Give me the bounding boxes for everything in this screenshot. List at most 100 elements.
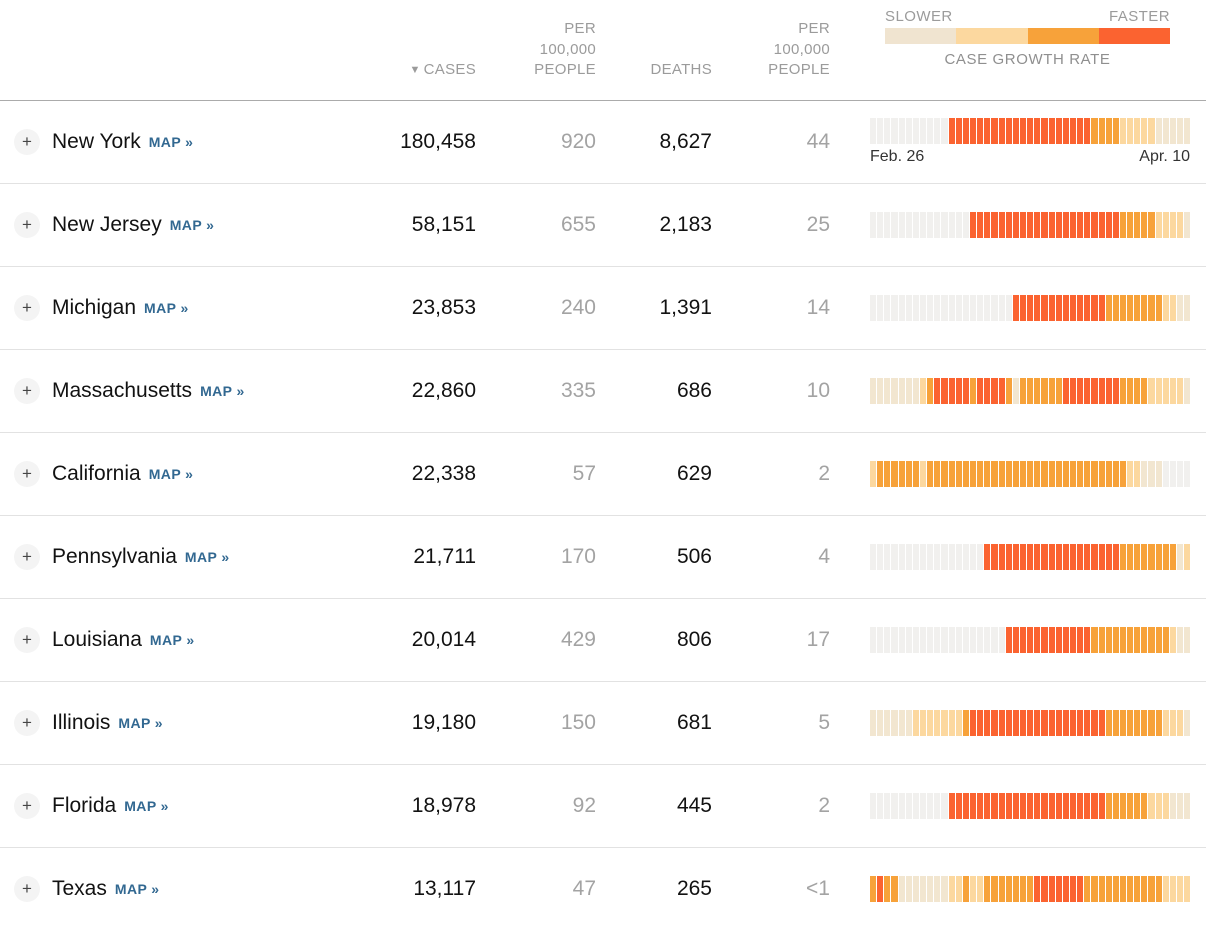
growth-day-cell [1177,710,1184,736]
growth-day-cell [1012,793,1019,819]
map-link[interactable]: MAP » [184,549,230,565]
growth-day-cell [1027,544,1034,570]
growth-day-cell [905,710,912,736]
expand-row-button[interactable]: + [14,876,40,902]
expand-row-button[interactable]: + [14,295,40,321]
growth-day-cell [1155,212,1162,238]
deaths-per-100k-value: 14 [806,296,830,319]
growth-day-cell [934,627,941,653]
growth-day-cell [884,544,891,570]
growth-day-cell [1177,378,1184,404]
growth-day-cell [1077,544,1084,570]
deaths-value: 1,391 [659,296,712,319]
growth-day-cell [927,793,934,819]
map-link[interactable]: MAP » [118,715,163,731]
cases-per-100k-value: 429 [560,628,596,651]
column-header-cases-per-100k[interactable]: PER 100,000 PEOPLE [534,20,596,78]
case-growth-strip [870,627,1191,653]
expand-row-button[interactable]: + [14,627,40,653]
growth-day-cell [1077,627,1084,653]
expand-row-button[interactable]: + [14,710,40,736]
growth-day-cell [898,212,905,238]
growth-day-cell [1062,876,1069,902]
growth-day-cell [969,793,977,819]
cases-per-100k-value: 92 [572,794,596,817]
growth-day-cell [877,627,884,653]
cases-header-label: CASES [423,60,476,78]
growth-day-cell [1062,461,1069,487]
column-header-deaths[interactable]: DEATHS [650,60,712,78]
growth-day-cell [955,212,962,238]
map-link[interactable]: MAP » [200,383,245,399]
growth-day-cell [948,212,955,238]
growth-day-cell [941,627,948,653]
map-link[interactable]: MAP » [114,881,160,897]
growth-day-cell [1069,710,1077,736]
growth-day-cell [948,461,955,487]
growth-day-cell [891,461,898,487]
state-name: Illinois [52,711,111,734]
map-link[interactable]: MAP » [148,466,194,482]
growth-day-cell [1134,295,1141,321]
column-header-deaths-per-100k[interactable]: PER 100,000 PEOPLE [768,20,830,78]
growth-day-cell [1077,118,1084,144]
expand-row-button[interactable]: + [14,378,40,404]
growth-day-cell [877,212,884,238]
map-link[interactable]: MAP » [144,300,189,316]
growth-day-cell [1027,876,1034,902]
growth-day-cell [927,212,934,238]
growth-day-cell [955,295,962,321]
state-name: Pennsylvania [52,545,177,568]
growth-day-cell [1027,295,1034,321]
expand-row-button[interactable]: + [14,544,40,570]
growth-day-cell [984,118,991,144]
growth-day-cell [1077,876,1084,902]
growth-day-cell [1177,627,1184,653]
plus-icon: + [22,215,32,234]
growth-day-cell [998,876,1005,902]
deaths-per-100k-value: 5 [818,711,830,734]
growth-day-cell [1069,876,1077,902]
plus-icon: + [22,381,32,400]
growth-day-cell [898,876,905,902]
growth-day-cell [1077,295,1084,321]
case-growth-strip [870,544,1191,570]
growth-day-cell [1019,378,1027,404]
growth-day-cell [991,793,998,819]
cases-per-100k-value: 335 [560,379,596,402]
growth-day-cell [977,295,984,321]
growth-day-cell [1098,793,1105,819]
map-link[interactable]: MAP » [149,632,195,648]
growth-day-cell [1077,710,1084,736]
growth-day-cell [1162,544,1169,570]
table-row: + Texas MAP » 13,117 47 265 <1 [0,848,1206,930]
expand-row-button[interactable]: + [14,212,40,238]
expand-row-button[interactable]: + [14,129,40,155]
expand-row-button[interactable]: + [14,793,40,819]
growth-day-cell [1112,710,1119,736]
growth-day-cell [1141,793,1148,819]
legend-swatch [956,28,1028,44]
growth-day-cell [1148,461,1155,487]
growth-day-cell [1041,212,1048,238]
map-link[interactable]: MAP » [124,798,169,814]
growth-day-cell [919,876,927,902]
growth-day-cell [919,378,927,404]
expand-row-button[interactable]: + [14,461,40,487]
growth-day-cell [1041,710,1048,736]
cases-value: 22,860 [411,379,476,402]
map-link[interactable]: MAP » [148,134,194,150]
growth-day-cell [1048,461,1055,487]
deaths-per-100k-value: 17 [806,628,830,651]
sort-descending-icon: ▼ [409,63,421,76]
map-link[interactable]: MAP » [169,217,215,233]
growth-day-cell [1034,118,1041,144]
column-header-cases[interactable]: ▼ CASES [356,60,476,100]
growth-day-cell [1069,118,1077,144]
cases-per-100k-value: 47 [572,877,596,900]
growth-day-cell [1184,627,1191,653]
growth-day-cell [877,793,884,819]
growth-day-cell [991,461,998,487]
legend-swatch [885,28,957,44]
